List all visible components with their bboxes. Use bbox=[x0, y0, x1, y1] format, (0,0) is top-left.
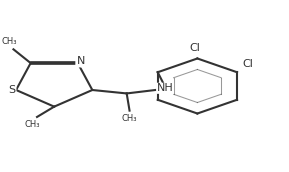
Text: NH: NH bbox=[157, 83, 173, 93]
Text: N: N bbox=[77, 56, 85, 66]
Text: Cl: Cl bbox=[189, 43, 200, 53]
Text: CH₃: CH₃ bbox=[122, 114, 137, 123]
Text: CH₃: CH₃ bbox=[25, 120, 40, 129]
Text: S: S bbox=[8, 85, 15, 95]
Text: CH₃: CH₃ bbox=[1, 37, 17, 46]
Text: Cl: Cl bbox=[243, 59, 254, 69]
